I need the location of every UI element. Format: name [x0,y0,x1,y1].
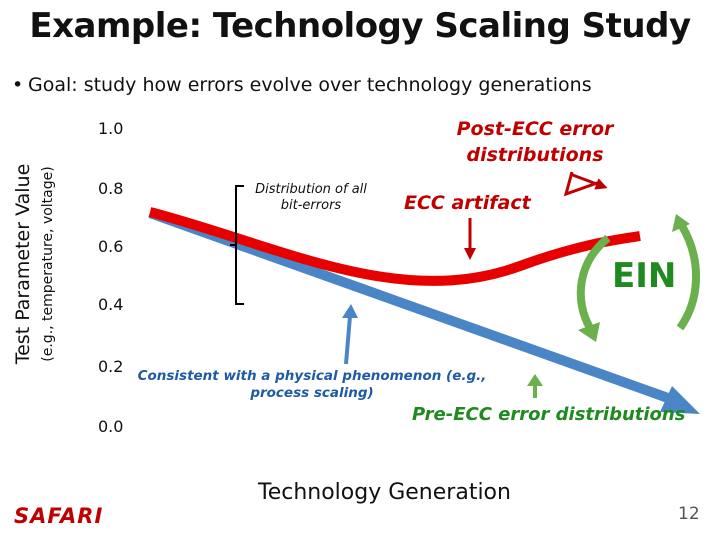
ecc-artifact-label: ECC artifact [404,192,531,214]
post-ecc-label: Post-ECC error distributions [456,118,614,166]
ein-arrowhead-left [578,322,600,342]
y-tick-label: 0.2 [98,357,124,376]
consistent-arrowhead [342,304,358,318]
pre-ecc-label: Pre-ECC error distributions [412,404,686,425]
distribution-brace [230,185,244,305]
ein-arrow-left [576,234,611,330]
y-tick-label: 0.6 [98,237,124,256]
y-tick-label: 0.4 [98,295,124,314]
pre-ecc-arrowhead [527,374,543,386]
consistent-label: Consistent with a physical phenomenon (e… [137,368,487,401]
goal-bullet: • Goal: study how errors evolve over tech… [12,74,592,96]
safari-logo: SAFARI [14,504,104,528]
post-ecc-curve [148,207,641,286]
bullet-dot: • [12,74,24,96]
consistent-arrow-shaft [344,315,352,365]
ein-arrow-right [676,223,701,331]
y-tick-label: 0.0 [98,417,124,436]
page-number: 12 [678,504,700,524]
slide-title: Example: Technology Scaling Study [29,6,691,46]
post-ecc-pointer [569,172,608,190]
y-tick-label: 1.0 [98,119,124,138]
ein-label: EIN [612,256,677,296]
distribution-label: Distribution of all bit-errors [255,182,367,213]
blue-arrowhead [660,386,700,414]
y-tick-label: 0.8 [98,179,124,198]
post-ecc-arrow [563,171,601,197]
x-axis-label: Technology Generation [258,480,511,505]
goal-text: Goal: study how errors evolve over techn… [28,74,592,96]
ein-arrowhead-right [672,214,690,232]
